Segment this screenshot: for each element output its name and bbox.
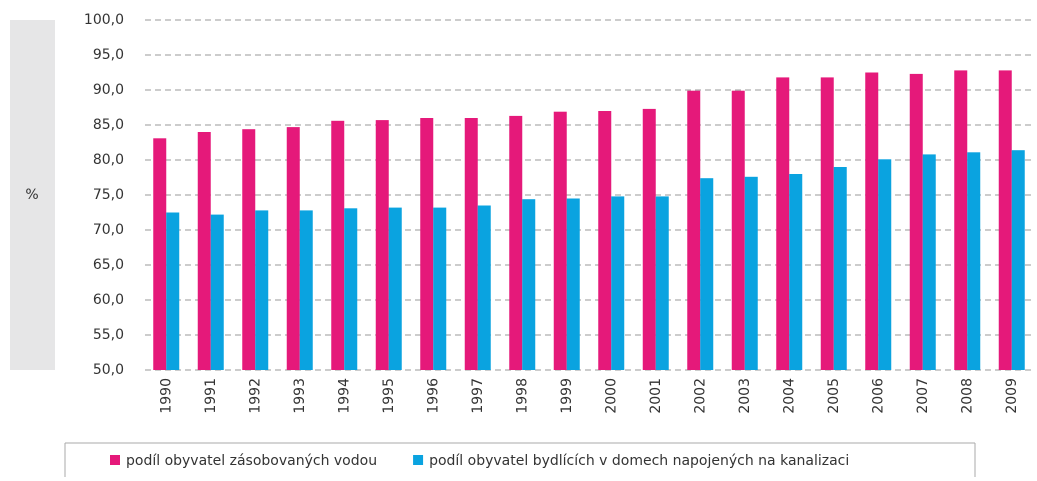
y-tick-label: 60,0 (93, 292, 124, 308)
x-tick-label: 2002 (692, 378, 708, 414)
bar (153, 138, 167, 370)
y-tick-label: 90,0 (93, 82, 124, 98)
y-tick-label: 70,0 (93, 222, 124, 238)
bar (731, 90, 745, 370)
bar (909, 73, 923, 371)
bar (833, 167, 847, 370)
bar (820, 77, 834, 371)
bar (299, 210, 313, 370)
bar (464, 118, 478, 370)
legend-swatch (110, 455, 120, 465)
bar (210, 214, 224, 370)
y-tick-label: 75,0 (93, 187, 124, 203)
bar (998, 70, 1012, 371)
bar (166, 212, 180, 370)
legend-label: podíl obyvatel bydlících v domech napoje… (429, 453, 849, 469)
bar (522, 199, 536, 370)
x-tick-label: 2004 (781, 378, 797, 414)
x-tick-label: 1999 (559, 378, 575, 414)
y-tick-label: 55,0 (93, 327, 124, 343)
y-label-band (10, 20, 55, 370)
bar (967, 152, 981, 370)
x-tick-label: 2008 (959, 378, 975, 414)
x-tick-label: 1993 (292, 378, 308, 414)
bar (509, 115, 523, 371)
x-tick-label: 1996 (425, 378, 441, 414)
bar (1011, 150, 1025, 370)
x-tick-label: 2006 (870, 378, 886, 414)
y-tick-label: 85,0 (93, 117, 124, 133)
bar (477, 205, 491, 370)
x-tick-label: 1994 (336, 378, 352, 414)
y-tick-label: 100,0 (84, 12, 124, 28)
y-tick-label: 50,0 (93, 362, 124, 378)
bar (655, 196, 669, 370)
y-tick-label: 95,0 (93, 47, 124, 63)
x-tick-label: 1992 (247, 378, 263, 414)
bar (420, 118, 434, 370)
x-tick-label: 2001 (648, 378, 664, 414)
x-tick-label: 1995 (381, 378, 397, 414)
y-tick-label: 80,0 (93, 152, 124, 168)
x-tick-label: 2009 (1004, 378, 1020, 414)
bar (286, 127, 300, 370)
x-tick-label: 2005 (826, 378, 842, 414)
bar (776, 77, 790, 371)
bar (553, 111, 567, 370)
x-tick-label: 1990 (158, 378, 174, 414)
x-tick-label: 1997 (470, 378, 486, 414)
bar (922, 154, 936, 370)
bar (598, 111, 612, 370)
legend-label: podíl obyvatel zásobovaných vodou (126, 453, 377, 469)
x-tick-label: 2003 (737, 378, 753, 414)
bar (611, 196, 625, 370)
bar (687, 90, 701, 370)
bar (375, 120, 389, 370)
bar (388, 207, 402, 370)
y-axis-label: % (25, 187, 38, 203)
bar (566, 198, 580, 370)
bar (433, 207, 447, 370)
y-tick-label: 65,0 (93, 257, 124, 273)
bar (865, 72, 879, 370)
legend-swatch (413, 455, 424, 465)
bar (642, 108, 656, 371)
x-tick-label: 1991 (203, 378, 219, 414)
bar (197, 132, 211, 370)
bar (242, 129, 256, 370)
bar (878, 159, 892, 370)
bar (789, 174, 803, 370)
x-tick-label: 2007 (915, 378, 931, 414)
bar (744, 176, 758, 370)
bar (344, 208, 358, 370)
bar (331, 120, 345, 370)
bar (954, 70, 968, 371)
bar (700, 178, 714, 370)
x-tick-label: 1998 (514, 378, 530, 414)
x-tick-label: 2000 (603, 378, 619, 414)
bar (255, 210, 269, 370)
